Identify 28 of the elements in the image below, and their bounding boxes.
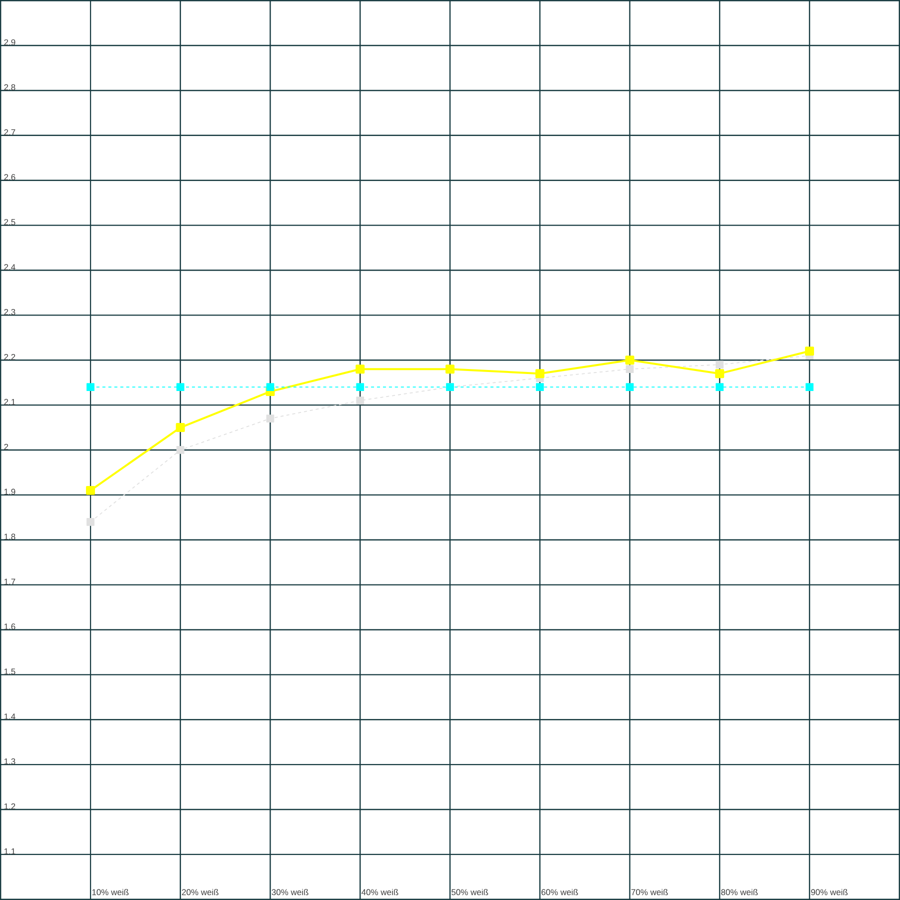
x-tick-label: 90% weiß [811, 888, 848, 896]
y-tick-label: 2.5 [4, 219, 16, 226]
y-tick-label: 1.7 [4, 578, 16, 585]
y-tick-label: 1.5 [4, 668, 16, 674]
y-tick-label: 2.2 [4, 354, 16, 360]
x-tick-label: 20% weiß [182, 888, 218, 896]
x-tick-label: 80% weiß [721, 888, 758, 896]
x-tick-label: 50% weiß [452, 888, 488, 896]
y-tick-label: 1.2 [4, 803, 16, 810]
y-tick-label: 1.1 [4, 848, 16, 854]
x-tick-label: 40% weiß [362, 888, 398, 896]
y-tick-label: 1.3 [4, 758, 16, 764]
y-tick-label: 1.9 [4, 488, 16, 495]
x-tick-label: 30% weiß [272, 888, 308, 896]
y-tick-label: 2.8 [4, 84, 16, 90]
x-tick-label: 70% weiß [631, 888, 668, 896]
y-tick-label: 2.4 [4, 264, 16, 270]
x-tick-label: 60% weiß [542, 888, 578, 896]
x-tick-label: 10% weiß [92, 888, 129, 896]
y-tick-label: 2.9 [4, 39, 16, 46]
y-tick-label: 1.8 [4, 534, 16, 540]
y-tick-label: 2.6 [4, 174, 16, 180]
y-tick-label: 2.3 [4, 308, 16, 315]
y-tick-label: 2 [4, 444, 8, 450]
y-tick-label: 1.4 [4, 714, 16, 720]
y-tick-label: 2.7 [4, 129, 16, 136]
y-tick-label: 1.6 [4, 624, 16, 630]
y-tick-label: 2.1 [4, 398, 16, 405]
